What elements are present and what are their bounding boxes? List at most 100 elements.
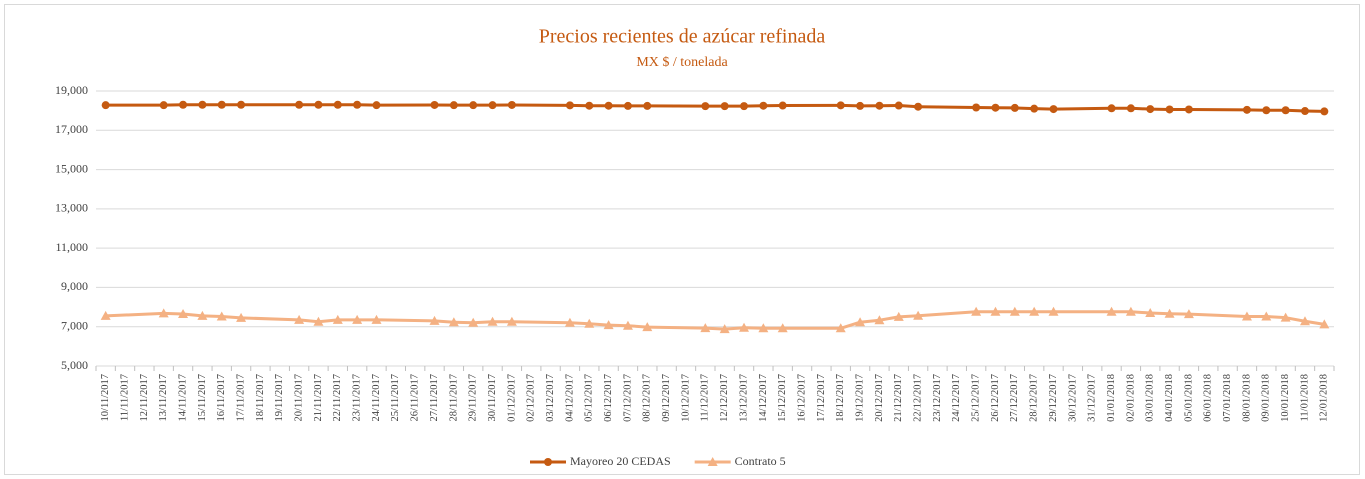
marker [197,310,208,320]
marker [1049,105,1058,114]
y-tick-label: 7,000 [61,318,88,332]
chart-frame [4,4,1360,475]
marker [237,100,246,109]
x-tick-label: 11/01/2018 [1299,374,1310,421]
marker [1242,105,1251,114]
marker [430,100,439,109]
x-tick-label: 08/12/2017 [642,374,653,422]
legend-label: Mayoreo 20 CEDAS [570,454,671,468]
marker [778,101,787,110]
x-tick-label: 27/12/2017 [1009,374,1020,422]
y-tick-label: 5,000 [61,358,88,372]
series-line-segment [239,316,301,322]
series-line-segment [703,326,727,331]
marker [294,314,305,324]
x-tick-label: 02/12/2017 [526,374,537,422]
marker [217,100,226,109]
marker [720,102,729,111]
marker [856,101,865,110]
series-line-segment [433,319,456,324]
x-tick-label: 22/11/2017 [332,374,343,421]
marker [371,314,382,324]
series-line-segment [626,324,649,329]
series-line-segment [471,320,495,325]
series-line-segment [104,311,166,318]
marker [487,316,498,326]
series-line-segment [742,326,765,330]
x-tick-label: 31/12/2017 [1087,374,1098,422]
marker [1299,316,1310,326]
x-tick-label: 01/01/2018 [1106,374,1117,422]
y-tick-label: 9,000 [61,279,88,293]
marker [777,323,788,333]
series-line-segment [723,326,746,331]
x-tick-label: 12/01/2018 [1319,374,1330,422]
series-line-segment [1284,316,1307,323]
x-tick-label: 26/11/2017 [410,374,421,421]
series-line-segment [568,321,591,326]
marker [835,323,846,333]
series-line-segment [916,310,978,318]
x-tick-label: 05/12/2017 [584,374,595,422]
series-line-segment [877,315,901,322]
marker [1280,312,1291,322]
marker [544,458,552,466]
x-tick-label: 28/11/2017 [448,374,459,421]
marker [1184,105,1193,114]
series-line-segment [1129,310,1152,315]
marker [507,100,516,109]
marker [1281,106,1290,115]
marker [990,306,1001,316]
x-tick-label: 18/12/2017 [835,374,846,422]
marker [159,101,168,110]
x-tick-label: 25/11/2017 [390,374,401,421]
marker [313,316,324,326]
x-tick-label: 05/01/2018 [1183,374,1194,422]
series-line-segment [897,314,920,319]
y-tick-label: 19,000 [55,83,88,97]
marker [759,101,768,110]
marker [469,101,478,110]
x-tick-label: 04/01/2018 [1164,374,1175,422]
marker [855,317,866,327]
x-tick-label: 14/11/2017 [177,374,188,421]
marker [1320,107,1329,116]
marker [740,102,749,111]
x-tick-label: 21/12/2017 [893,374,904,422]
x-tick-label: 17/12/2017 [816,374,827,422]
marker [1010,103,1019,112]
marker [100,310,111,320]
x-tick-label: 24/12/2017 [951,374,962,422]
marker [1319,319,1330,329]
marker [236,312,247,322]
marker [1126,104,1135,113]
marker [179,100,188,109]
marker [565,101,574,110]
series-line-segment [916,105,978,109]
marker [1262,106,1271,115]
series-line-segment [374,318,437,323]
marker [643,101,652,110]
marker [603,320,614,330]
x-tick-label: 16/11/2017 [216,374,227,421]
marker [506,316,517,326]
series-line-segment [510,320,572,325]
marker [971,306,982,316]
x-tick-label: 13/12/2017 [738,374,749,422]
marker [372,101,381,110]
marker [1029,306,1040,316]
marker [972,103,981,112]
y-tick-label: 13,000 [55,201,88,215]
x-tick-label: 06/01/2018 [1203,374,1214,422]
series-line-segment [645,325,707,330]
x-tick-label: 03/01/2018 [1145,374,1156,422]
chart-title: Precios recientes de azúcar refinada [539,26,826,48]
marker [1183,309,1194,319]
marker [488,101,497,110]
series-line-segment [1148,311,1172,316]
marker [158,308,169,318]
series-line-segment [858,318,881,324]
series-line-segment [297,318,320,324]
marker [448,317,459,327]
